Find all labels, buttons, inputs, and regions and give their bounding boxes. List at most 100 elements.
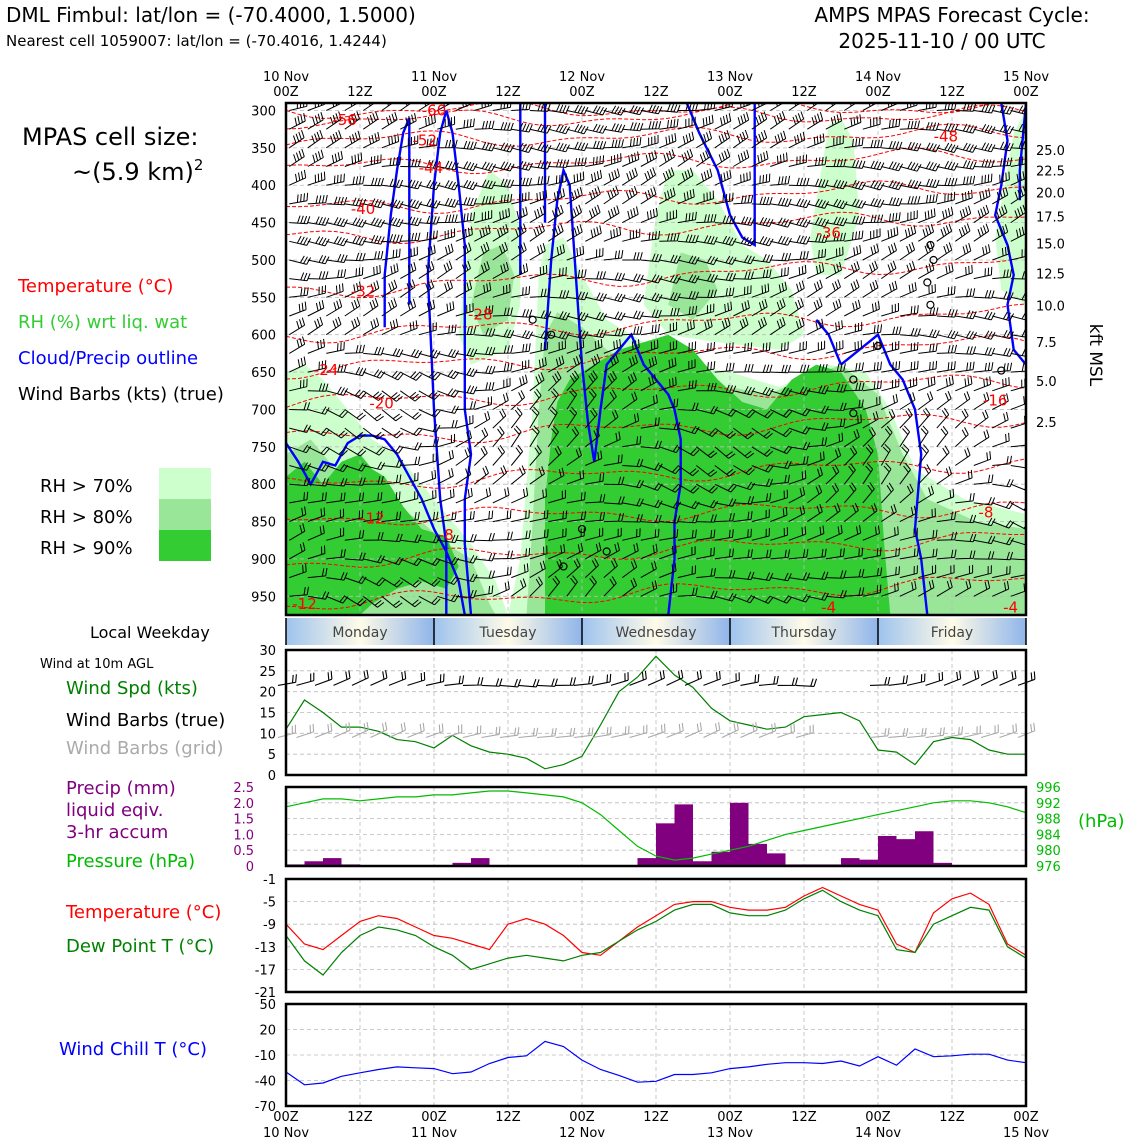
wind-barb xyxy=(954,408,969,429)
wind-barb xyxy=(585,225,602,242)
wind-barb xyxy=(899,261,916,280)
isotherm-label: -16 xyxy=(983,391,1008,409)
wind-barb xyxy=(659,465,681,475)
wind-barb xyxy=(381,511,402,523)
wind-barb xyxy=(917,407,931,429)
wind-barb xyxy=(510,390,526,410)
wind-barb xyxy=(437,103,453,111)
wind-barb xyxy=(474,487,492,504)
wind-barb xyxy=(400,472,419,485)
wind-barb xyxy=(807,466,823,485)
precip-bar xyxy=(323,858,342,866)
wind-barb xyxy=(973,497,996,506)
wind-barb xyxy=(529,357,547,373)
pressure-axis-label: 992 xyxy=(1036,797,1061,812)
wind-barb xyxy=(566,575,578,597)
cloud-outline xyxy=(426,110,448,615)
wind-barb xyxy=(529,330,552,340)
wind-tick-label: 25 xyxy=(259,665,276,680)
wind-barb xyxy=(418,322,437,336)
wind-barb xyxy=(400,511,420,523)
wind-barb xyxy=(721,721,739,738)
wind-barb xyxy=(492,392,509,410)
wind-barb xyxy=(770,474,790,485)
wind-barb xyxy=(936,466,953,485)
windchill-tick-label: -10 xyxy=(255,1049,276,1064)
pressure-tick-label: 450 xyxy=(251,217,276,232)
wind-barb xyxy=(696,213,717,224)
wind-barb xyxy=(844,137,864,149)
wind-barb xyxy=(1010,123,1026,134)
isotherm xyxy=(286,123,1026,147)
wind-barb xyxy=(962,670,980,686)
wind-barb xyxy=(455,466,472,485)
wind-barb xyxy=(381,595,403,608)
wind-barb xyxy=(603,542,620,560)
wind-barb xyxy=(955,288,976,298)
wind-barb xyxy=(955,103,977,112)
weekday-band xyxy=(730,618,878,645)
wind-barb xyxy=(640,253,662,263)
legend-rh90-swatch xyxy=(159,530,211,561)
wind-barb xyxy=(881,118,901,130)
wind-barb xyxy=(474,328,496,337)
wind-barb xyxy=(499,727,520,739)
wind-barb xyxy=(511,359,530,373)
wind-barb xyxy=(474,570,496,579)
wind-barb xyxy=(955,550,976,560)
wind-barb xyxy=(437,180,460,191)
wind-barb xyxy=(936,177,958,187)
wind-barb xyxy=(307,525,325,541)
wind-barb xyxy=(585,493,606,504)
wind-barb xyxy=(492,581,510,597)
wind-barb xyxy=(980,724,999,739)
time-bottom-date: 12 Nov xyxy=(559,1126,605,1140)
wind-barb xyxy=(455,118,475,130)
legend-barbs-true: Wind Barbs (true) xyxy=(66,710,225,731)
wind-barb xyxy=(862,525,880,541)
wind-barb xyxy=(437,468,454,485)
temp-tick-label: -9 xyxy=(263,918,276,933)
wind-barb xyxy=(807,451,825,466)
wind-barb xyxy=(733,103,751,111)
wind-barb xyxy=(740,722,758,739)
isotherm-label: -20 xyxy=(369,394,394,412)
wind-barb xyxy=(474,396,492,410)
wind-barb xyxy=(381,248,401,261)
time-bottom-hour: 12Z xyxy=(939,1110,965,1125)
wind-barb xyxy=(733,511,753,523)
wind-barb xyxy=(529,529,549,541)
wind-barb xyxy=(881,302,899,317)
wind-barb xyxy=(363,250,384,261)
wind-barb xyxy=(603,409,619,429)
wind-barb xyxy=(770,298,786,317)
wind-barb xyxy=(289,523,306,541)
wind-barb xyxy=(844,547,864,560)
wind-barb xyxy=(326,236,349,247)
kft-tick-label: 12.5 xyxy=(1036,267,1065,282)
wind-barb xyxy=(566,245,585,261)
wind-barb xyxy=(659,274,682,284)
wind-barb xyxy=(344,492,365,504)
windchill-line xyxy=(285,1040,1027,1086)
wind-barb xyxy=(307,591,330,600)
wind-barb xyxy=(529,560,546,579)
calm-circle xyxy=(577,524,587,534)
wind-barb xyxy=(844,244,862,261)
wind-barb xyxy=(825,383,847,393)
wind-barb xyxy=(418,534,441,544)
wind-barb xyxy=(770,267,789,280)
wind-barb xyxy=(714,529,734,541)
wind-barb xyxy=(326,446,348,457)
wind-barb xyxy=(770,595,793,604)
wind-barb xyxy=(511,206,528,224)
wind-barb xyxy=(640,417,660,429)
wind-barb xyxy=(788,441,811,451)
wind-barb xyxy=(751,427,773,439)
wind-barb xyxy=(918,224,935,242)
wind-barb xyxy=(862,584,882,597)
wind-barb xyxy=(936,375,954,392)
wind-barb xyxy=(899,580,917,597)
wind-barb xyxy=(363,264,381,280)
wind-barb xyxy=(825,503,841,522)
